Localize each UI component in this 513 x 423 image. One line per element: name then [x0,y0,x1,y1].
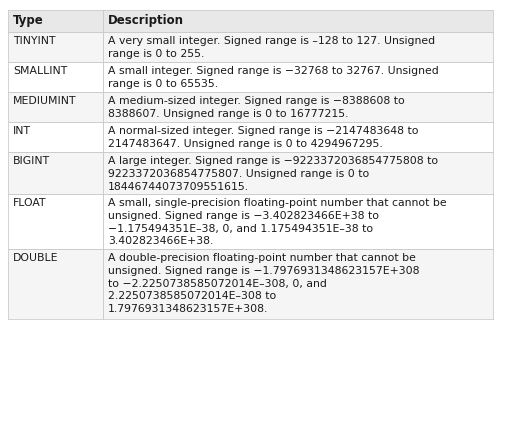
Text: A double-precision floating-point number that cannot be
unsigned. Signed range i: A double-precision floating-point number… [108,253,420,314]
Bar [103,152,493,194]
Bar [103,92,493,122]
Text: A small, single-precision floating-point number that cannot be
unsigned. Signed : A small, single-precision floating-point… [108,198,447,247]
Text: Description: Description [108,14,184,27]
Bar [8,122,103,152]
Bar [103,62,493,92]
Bar [103,249,493,319]
Bar [103,122,493,152]
Text: Type: Type [13,14,44,27]
Text: A normal-sized integer. Signed range is −2147483648 to
2147483647. Unsigned rang: A normal-sized integer. Signed range is … [108,126,419,149]
Bar [8,92,103,122]
Bar [103,32,493,62]
Bar [103,194,493,249]
Bar [8,249,103,319]
Bar [8,194,103,249]
Text: BIGINT: BIGINT [13,156,50,166]
Bar [103,10,493,32]
Bar [8,10,103,32]
Text: A small integer. Signed range is −32768 to 32767. Unsigned
range is 0 to 65535.: A small integer. Signed range is −32768 … [108,66,439,89]
Bar [8,62,103,92]
Text: DOUBLE: DOUBLE [13,253,58,263]
Text: A medium-sized integer. Signed range is −8388608 to
8388607. Unsigned range is 0: A medium-sized integer. Signed range is … [108,96,405,119]
Bar [8,152,103,194]
Text: FLOAT: FLOAT [13,198,47,208]
Text: A large integer. Signed range is −9223372036854775808 to
9223372036854775807. Un: A large integer. Signed range is −922337… [108,156,438,192]
Text: MEDIUMINT: MEDIUMINT [13,96,76,106]
Text: SMALLINT: SMALLINT [13,66,67,76]
Text: INT: INT [13,126,31,136]
Text: TINYINT: TINYINT [13,36,55,46]
Bar [8,32,103,62]
Text: A very small integer. Signed range is –128 to 127. Unsigned
range is 0 to 255.: A very small integer. Signed range is –1… [108,36,435,59]
